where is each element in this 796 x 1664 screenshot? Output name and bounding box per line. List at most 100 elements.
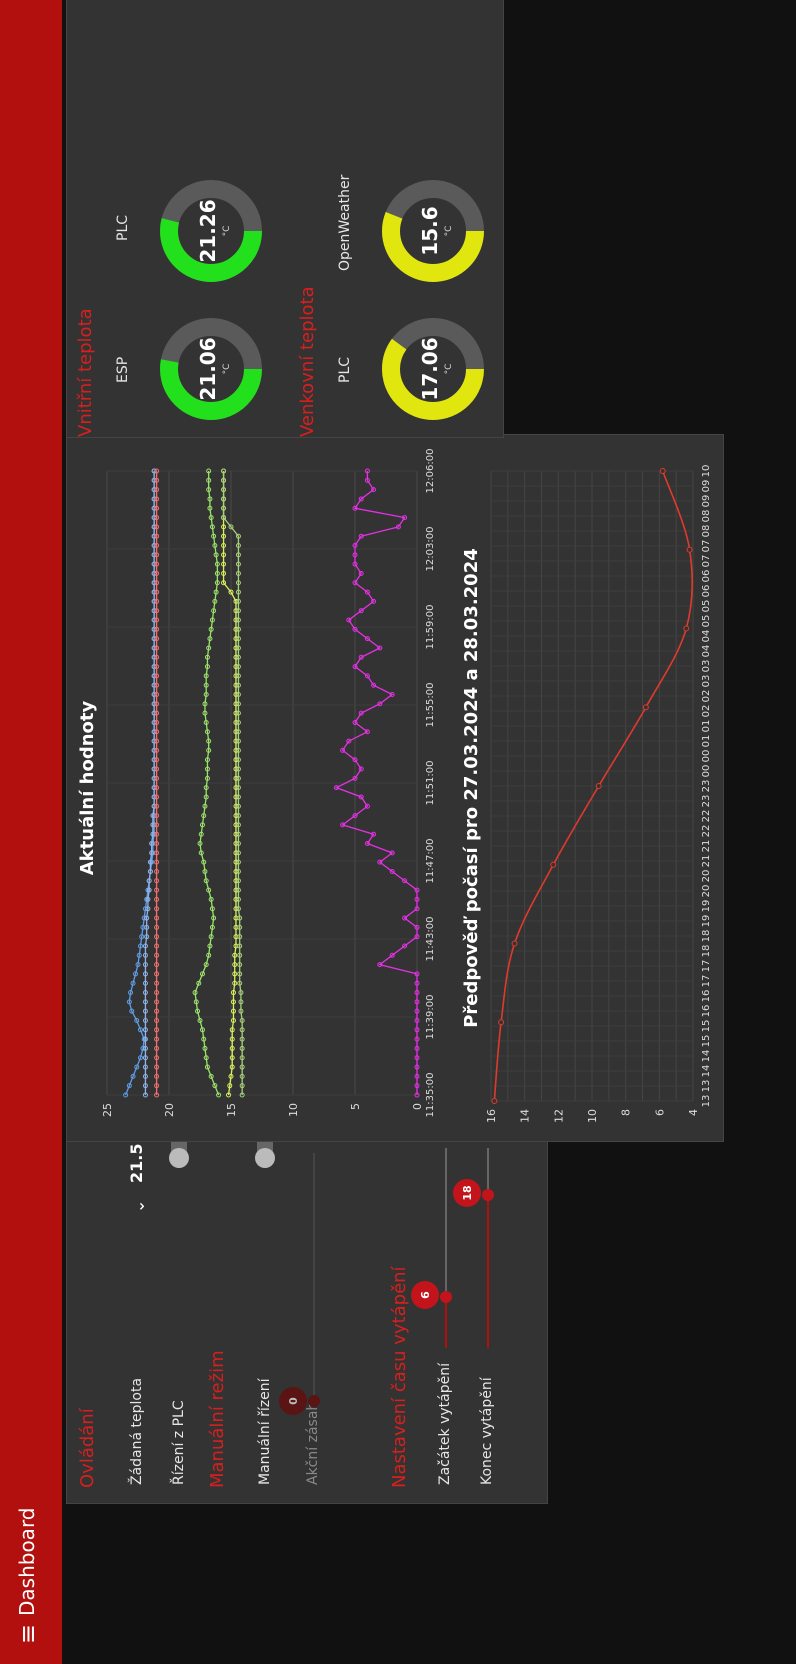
- data-point: [235, 859, 241, 865]
- data-point: [235, 757, 241, 763]
- data-point: [239, 1036, 245, 1042]
- setpoint-value[interactable]: 21.5: [127, 1143, 146, 1183]
- data-point: [154, 617, 160, 623]
- start-slider-track[interactable]: [445, 1148, 447, 1348]
- data-point: [232, 980, 238, 986]
- data-point: [414, 1017, 420, 1023]
- x-tick-label: 09: [701, 495, 712, 508]
- data-point: [201, 813, 207, 819]
- data-point: [389, 868, 395, 874]
- indoor-esp-label: ESP: [115, 356, 131, 383]
- gauge-unit: °C: [222, 364, 232, 375]
- data-point: [204, 654, 210, 660]
- data-point: [154, 524, 160, 530]
- data-point: [207, 505, 213, 511]
- data-point: [154, 971, 160, 977]
- data-point: [221, 552, 227, 558]
- data-point: [142, 1017, 148, 1023]
- data-point: [235, 850, 241, 856]
- chevron-down-icon[interactable]: ⌄: [129, 1199, 148, 1213]
- x-tick-label: 20: [701, 885, 712, 898]
- data-point: [208, 515, 214, 521]
- data-point: [235, 729, 241, 735]
- data-point: [235, 673, 241, 679]
- data-point: [235, 580, 241, 586]
- data-point: [154, 878, 160, 884]
- data-point: [352, 664, 358, 670]
- data-point: [414, 1073, 420, 1079]
- data-point: [154, 477, 160, 483]
- data-point: [154, 710, 160, 716]
- data-point: [228, 1073, 234, 1079]
- data-point: [207, 943, 213, 949]
- x-tick-label: 17: [701, 975, 712, 988]
- data-point: [154, 822, 160, 828]
- data-point: [137, 1027, 143, 1033]
- data-point: [414, 1092, 420, 1098]
- data-point: [154, 552, 160, 558]
- data-point: [226, 1092, 232, 1098]
- x-tick-label: 18: [701, 930, 712, 943]
- x-tick-label: 11:35:00: [425, 1073, 436, 1118]
- x-tick-label: 01: [701, 720, 712, 733]
- data-point: [212, 598, 218, 604]
- data-point: [221, 543, 227, 549]
- data-point: [202, 803, 208, 809]
- data-point: [154, 682, 160, 688]
- data-point: [144, 915, 150, 921]
- data-point: [212, 1083, 218, 1089]
- data-point: [235, 868, 241, 874]
- data-point: [371, 682, 377, 688]
- data-point: [229, 1055, 235, 1061]
- data-point: [402, 878, 408, 884]
- data-point: [216, 1092, 222, 1098]
- x-tick-label: 11:43:00: [425, 917, 436, 962]
- gauge-fill: [382, 318, 484, 420]
- data-point: [154, 496, 160, 502]
- y-tick-label: 10: [586, 1109, 599, 1123]
- data-point: [235, 738, 241, 744]
- gauge-fill: [160, 318, 262, 420]
- x-tick-label: 00: [701, 750, 712, 763]
- data-point: [235, 692, 241, 698]
- data-point: [221, 561, 227, 567]
- x-tick-label: 19: [701, 915, 712, 928]
- data-point: [154, 608, 160, 614]
- data-point: [235, 775, 241, 781]
- end-slider-track[interactable]: [487, 1148, 489, 1348]
- data-point: [377, 859, 383, 865]
- data-point: [221, 496, 227, 502]
- x-tick-label: 05: [701, 615, 712, 628]
- action-slider-thumb[interactable]: [308, 1395, 320, 1407]
- data-point: [193, 999, 199, 1005]
- data-point: [211, 533, 217, 539]
- end-slider-thumb[interactable]: [482, 1189, 494, 1201]
- action-slider-track[interactable]: [313, 1153, 315, 1403]
- live-values-chart: 0 5 10 15 20 25 11:35:00 11:39:00 11:43:00 11:47:…: [101, 449, 436, 1118]
- data-point: [352, 580, 358, 586]
- data-point: [154, 887, 160, 893]
- data-point: [202, 710, 208, 716]
- data-point: [364, 477, 370, 483]
- y-tick-label: 4: [687, 1109, 700, 1116]
- data-point: [154, 664, 160, 670]
- gauge-fill: [382, 180, 484, 282]
- data-point: [235, 626, 241, 632]
- data-point: [134, 1017, 140, 1023]
- data-point: [235, 636, 241, 642]
- data-point: [221, 533, 227, 539]
- data-point: [364, 673, 370, 679]
- data-point: [389, 952, 395, 958]
- data-point: [145, 896, 151, 902]
- data-point: [364, 729, 370, 735]
- x-tick-label: 12:06:00: [425, 449, 436, 494]
- start-slider-thumb[interactable]: [440, 1291, 452, 1303]
- data-point: [142, 980, 148, 986]
- data-point: [414, 1064, 420, 1070]
- data-point: [237, 952, 243, 958]
- hamburger-icon[interactable]: ≡: [14, 1623, 42, 1644]
- data-point: [235, 878, 241, 884]
- data-point: [212, 543, 218, 549]
- data-point: [235, 598, 241, 604]
- data-point: [154, 813, 160, 819]
